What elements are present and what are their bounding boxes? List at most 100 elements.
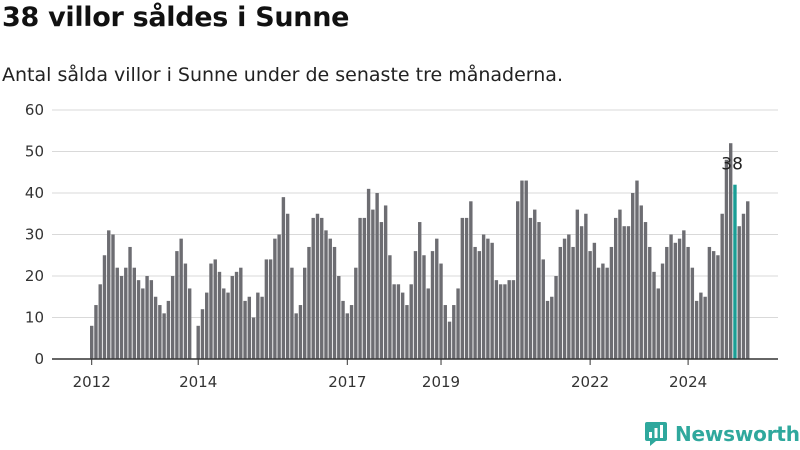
bar xyxy=(469,201,473,359)
bar xyxy=(179,238,183,359)
bar xyxy=(605,267,609,359)
bar xyxy=(115,267,119,359)
bar xyxy=(439,263,443,359)
bar xyxy=(205,292,209,359)
y-tick-label: 10 xyxy=(25,309,44,327)
bar xyxy=(541,259,545,359)
bar xyxy=(575,209,580,359)
bar xyxy=(260,296,264,359)
bar xyxy=(473,246,477,359)
bar xyxy=(145,276,149,359)
bar xyxy=(596,267,601,359)
bar xyxy=(511,280,516,359)
bar xyxy=(324,230,328,359)
bar xyxy=(413,251,418,359)
bar xyxy=(554,276,558,359)
bar xyxy=(285,213,290,359)
bar xyxy=(277,234,281,359)
bar xyxy=(648,246,652,359)
bar xyxy=(537,222,541,359)
bar xyxy=(545,300,550,359)
bar xyxy=(303,267,307,359)
bar xyxy=(669,234,673,359)
bar xyxy=(307,246,311,359)
y-tick-label: 0 xyxy=(34,350,44,368)
x-tick-label: 2017 xyxy=(328,373,366,391)
bar xyxy=(136,280,141,359)
bar xyxy=(422,255,426,359)
bar xyxy=(222,288,226,359)
bar xyxy=(102,255,107,359)
bar xyxy=(94,305,98,359)
bar xyxy=(665,246,669,359)
bar xyxy=(128,246,132,359)
bar xyxy=(396,284,401,359)
bar xyxy=(720,213,724,359)
bar xyxy=(460,217,465,359)
bar xyxy=(682,230,686,359)
newsworthy-logo: Newsworthy xyxy=(644,419,800,449)
bar xyxy=(358,217,362,359)
x-tick-label: 2019 xyxy=(422,373,460,391)
bar xyxy=(345,313,349,359)
bar xyxy=(520,180,524,359)
bar xyxy=(226,292,230,359)
chart-subtitle: Antal sålda villor i Sunne under de sena… xyxy=(2,64,563,86)
bar xyxy=(724,159,729,359)
bar xyxy=(690,267,695,359)
bar xyxy=(524,180,528,359)
bar xyxy=(716,255,720,359)
bar xyxy=(234,271,239,359)
bar xyxy=(200,309,205,359)
x-tick-label: 2012 xyxy=(73,373,111,391)
bar xyxy=(643,222,648,359)
bar xyxy=(251,317,256,359)
bar xyxy=(281,197,286,359)
bar xyxy=(337,276,341,359)
bar xyxy=(119,276,124,359)
bar xyxy=(588,251,592,359)
bar xyxy=(631,193,635,359)
bar xyxy=(175,251,179,359)
bar xyxy=(652,271,656,359)
bar xyxy=(516,201,520,359)
chart-title: 38 villor såldes i Sunne xyxy=(2,2,350,33)
bar xyxy=(290,267,294,359)
bar xyxy=(703,296,707,359)
bar xyxy=(273,238,277,359)
bar xyxy=(213,259,217,359)
bar xyxy=(379,222,384,359)
y-tick-label: 30 xyxy=(25,226,44,244)
bar xyxy=(196,325,200,359)
bar xyxy=(443,305,447,359)
bar xyxy=(686,246,690,359)
bar xyxy=(477,251,482,359)
y-tick-label: 50 xyxy=(25,143,44,161)
bar xyxy=(567,234,571,359)
bar xyxy=(694,300,699,359)
bar xyxy=(107,230,111,359)
bar xyxy=(656,288,660,359)
bar xyxy=(699,292,703,359)
bar xyxy=(639,205,643,359)
bar xyxy=(737,226,741,359)
newsworthy-logo-text: Newsworthy xyxy=(675,422,800,446)
bar xyxy=(341,300,345,359)
bar xyxy=(153,296,158,359)
bar xyxy=(405,305,409,359)
bar xyxy=(141,288,145,359)
bar xyxy=(558,246,562,359)
bar xyxy=(409,284,413,359)
bar xyxy=(571,246,575,359)
bar xyxy=(315,213,320,359)
bar xyxy=(264,259,269,359)
newsworthy-logo-icon xyxy=(645,422,667,446)
bar xyxy=(426,288,430,359)
bar xyxy=(375,193,379,359)
bar xyxy=(711,251,716,359)
bar xyxy=(124,267,128,359)
bar xyxy=(311,217,315,359)
highlight-bar xyxy=(733,184,737,359)
bar xyxy=(400,292,405,359)
